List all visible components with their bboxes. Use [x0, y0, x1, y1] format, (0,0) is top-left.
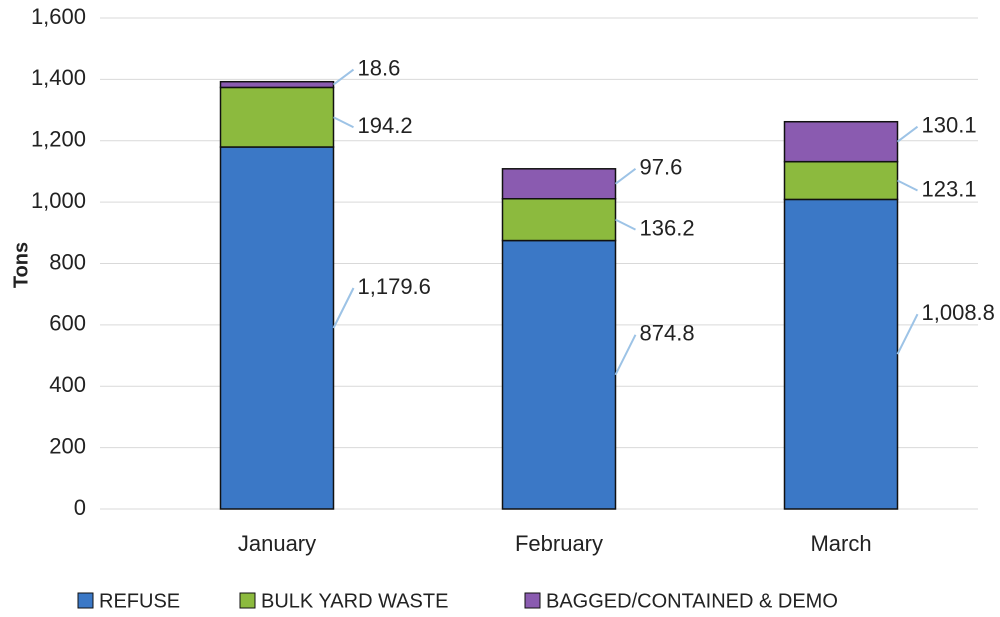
data-label: 130.1	[922, 112, 977, 137]
x-tick-label: February	[515, 531, 603, 556]
leader-line	[332, 68, 355, 86]
legend-label: REFUSE	[99, 590, 180, 612]
legend-swatch	[524, 592, 541, 609]
leader-line	[333, 116, 354, 129]
legend-label: BAGGED/CONTAINED & DEMO	[546, 590, 838, 612]
leader-line	[615, 218, 636, 231]
bar-segment	[219, 86, 335, 148]
bar-segment	[219, 146, 335, 510]
data-label: 97.6	[640, 155, 683, 180]
y-tick-label: 200	[49, 433, 86, 458]
legend-swatch	[239, 592, 256, 609]
leader-line	[332, 287, 355, 329]
legend-label: BULK YARD WASTE	[261, 590, 448, 612]
data-label: 194.2	[358, 113, 413, 138]
y-tick-label: 1,400	[31, 65, 86, 90]
leader-line	[614, 334, 637, 376]
bar-segment	[501, 197, 617, 242]
data-label: 1,179.6	[358, 274, 431, 299]
y-tick-label: 0	[74, 495, 86, 520]
bar-segment	[219, 80, 335, 89]
leader-line	[897, 179, 918, 192]
y-tick-label: 1,200	[31, 127, 86, 152]
y-tick-label: 400	[49, 372, 86, 397]
y-tick-label: 1,600	[31, 4, 86, 29]
legend-swatch	[77, 592, 94, 609]
x-tick-label: January	[238, 531, 316, 556]
bar-segment	[501, 239, 617, 510]
data-label: 874.8	[640, 321, 695, 346]
leader-line	[896, 125, 919, 143]
leader-line	[896, 313, 919, 355]
bar-segment	[783, 198, 899, 510]
bar-segment	[501, 168, 617, 200]
data-label: 1,008.8	[922, 300, 995, 325]
y-axis-title: Tons	[10, 242, 32, 288]
data-label: 18.6	[358, 55, 401, 80]
leader-line	[614, 167, 637, 185]
bar-segment	[783, 160, 899, 201]
y-tick-label: 600	[49, 311, 86, 336]
y-tick-label: 1,000	[31, 188, 86, 213]
y-tick-label: 800	[49, 249, 86, 274]
data-label: 123.1	[922, 176, 977, 201]
data-label: 136.2	[640, 215, 695, 240]
x-tick-label: March	[810, 531, 871, 556]
bar-segment	[783, 120, 899, 163]
